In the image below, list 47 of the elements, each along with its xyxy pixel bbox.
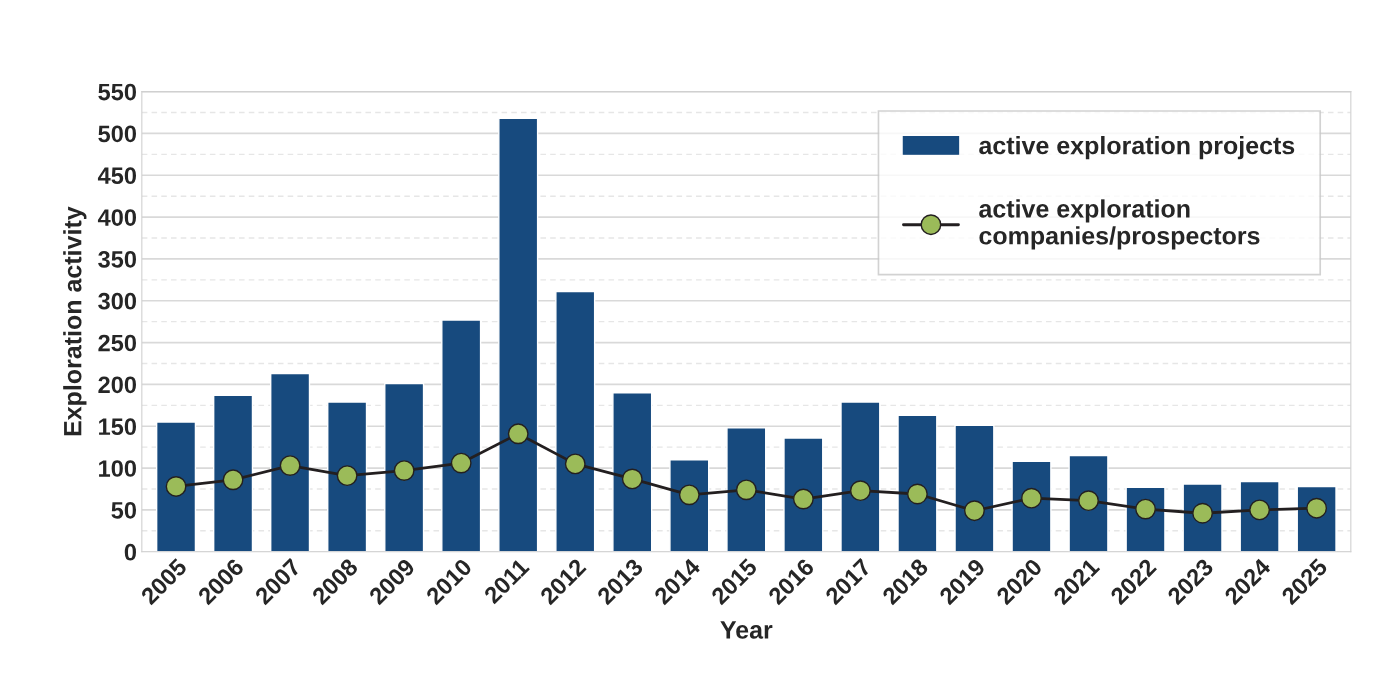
point [678,484,700,506]
bar [840,401,881,552]
point [1021,487,1042,509]
point [279,455,301,476]
y-tick-label: 0 [124,543,136,561]
y-axis-title: Exploration activity [63,206,87,436]
bar [441,319,482,552]
y-tick-label: 550 [98,83,137,101]
point [735,479,757,501]
bar [498,117,539,552]
point [222,469,244,491]
y-tick-label: 500 [98,125,137,143]
y-tick-label: 100 [99,460,137,477]
bar [783,437,824,552]
y-tick-label: 150 [99,418,137,436]
y-tick-label: 200 [98,376,137,394]
x-axis-title: Year [720,621,773,639]
bar [954,424,995,552]
bar [212,394,254,552]
bar [612,392,653,552]
legend-label: active exploration projects [979,136,1295,160]
bar [384,382,425,552]
bar [327,401,368,552]
point [564,453,586,475]
point [336,465,358,487]
legend-label: active exploration companies/prospectors [979,199,1260,250]
point [621,468,643,490]
y-tick-label: 350 [98,250,137,268]
point [507,423,529,445]
bar [270,372,311,552]
y-tick-label: 300 [98,292,137,310]
y-tick-label: 450 [97,167,137,185]
point [165,476,187,497]
point [964,500,985,522]
point [907,483,928,505]
y-tick-label: 250 [98,334,137,352]
y-tick-label: 400 [97,209,137,226]
point [1078,490,1099,512]
bar [897,414,938,552]
bar [155,421,197,552]
point [849,480,871,502]
bar [726,427,767,552]
bar [555,290,596,552]
point [450,452,472,474]
y-tick-label: 50 [111,501,136,519]
point [792,488,814,510]
point [393,460,415,481]
